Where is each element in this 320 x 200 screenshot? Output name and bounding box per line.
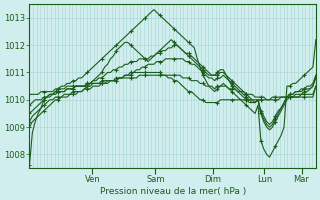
X-axis label: Pression niveau de la mer( hPa ): Pression niveau de la mer( hPa ) <box>100 187 246 196</box>
